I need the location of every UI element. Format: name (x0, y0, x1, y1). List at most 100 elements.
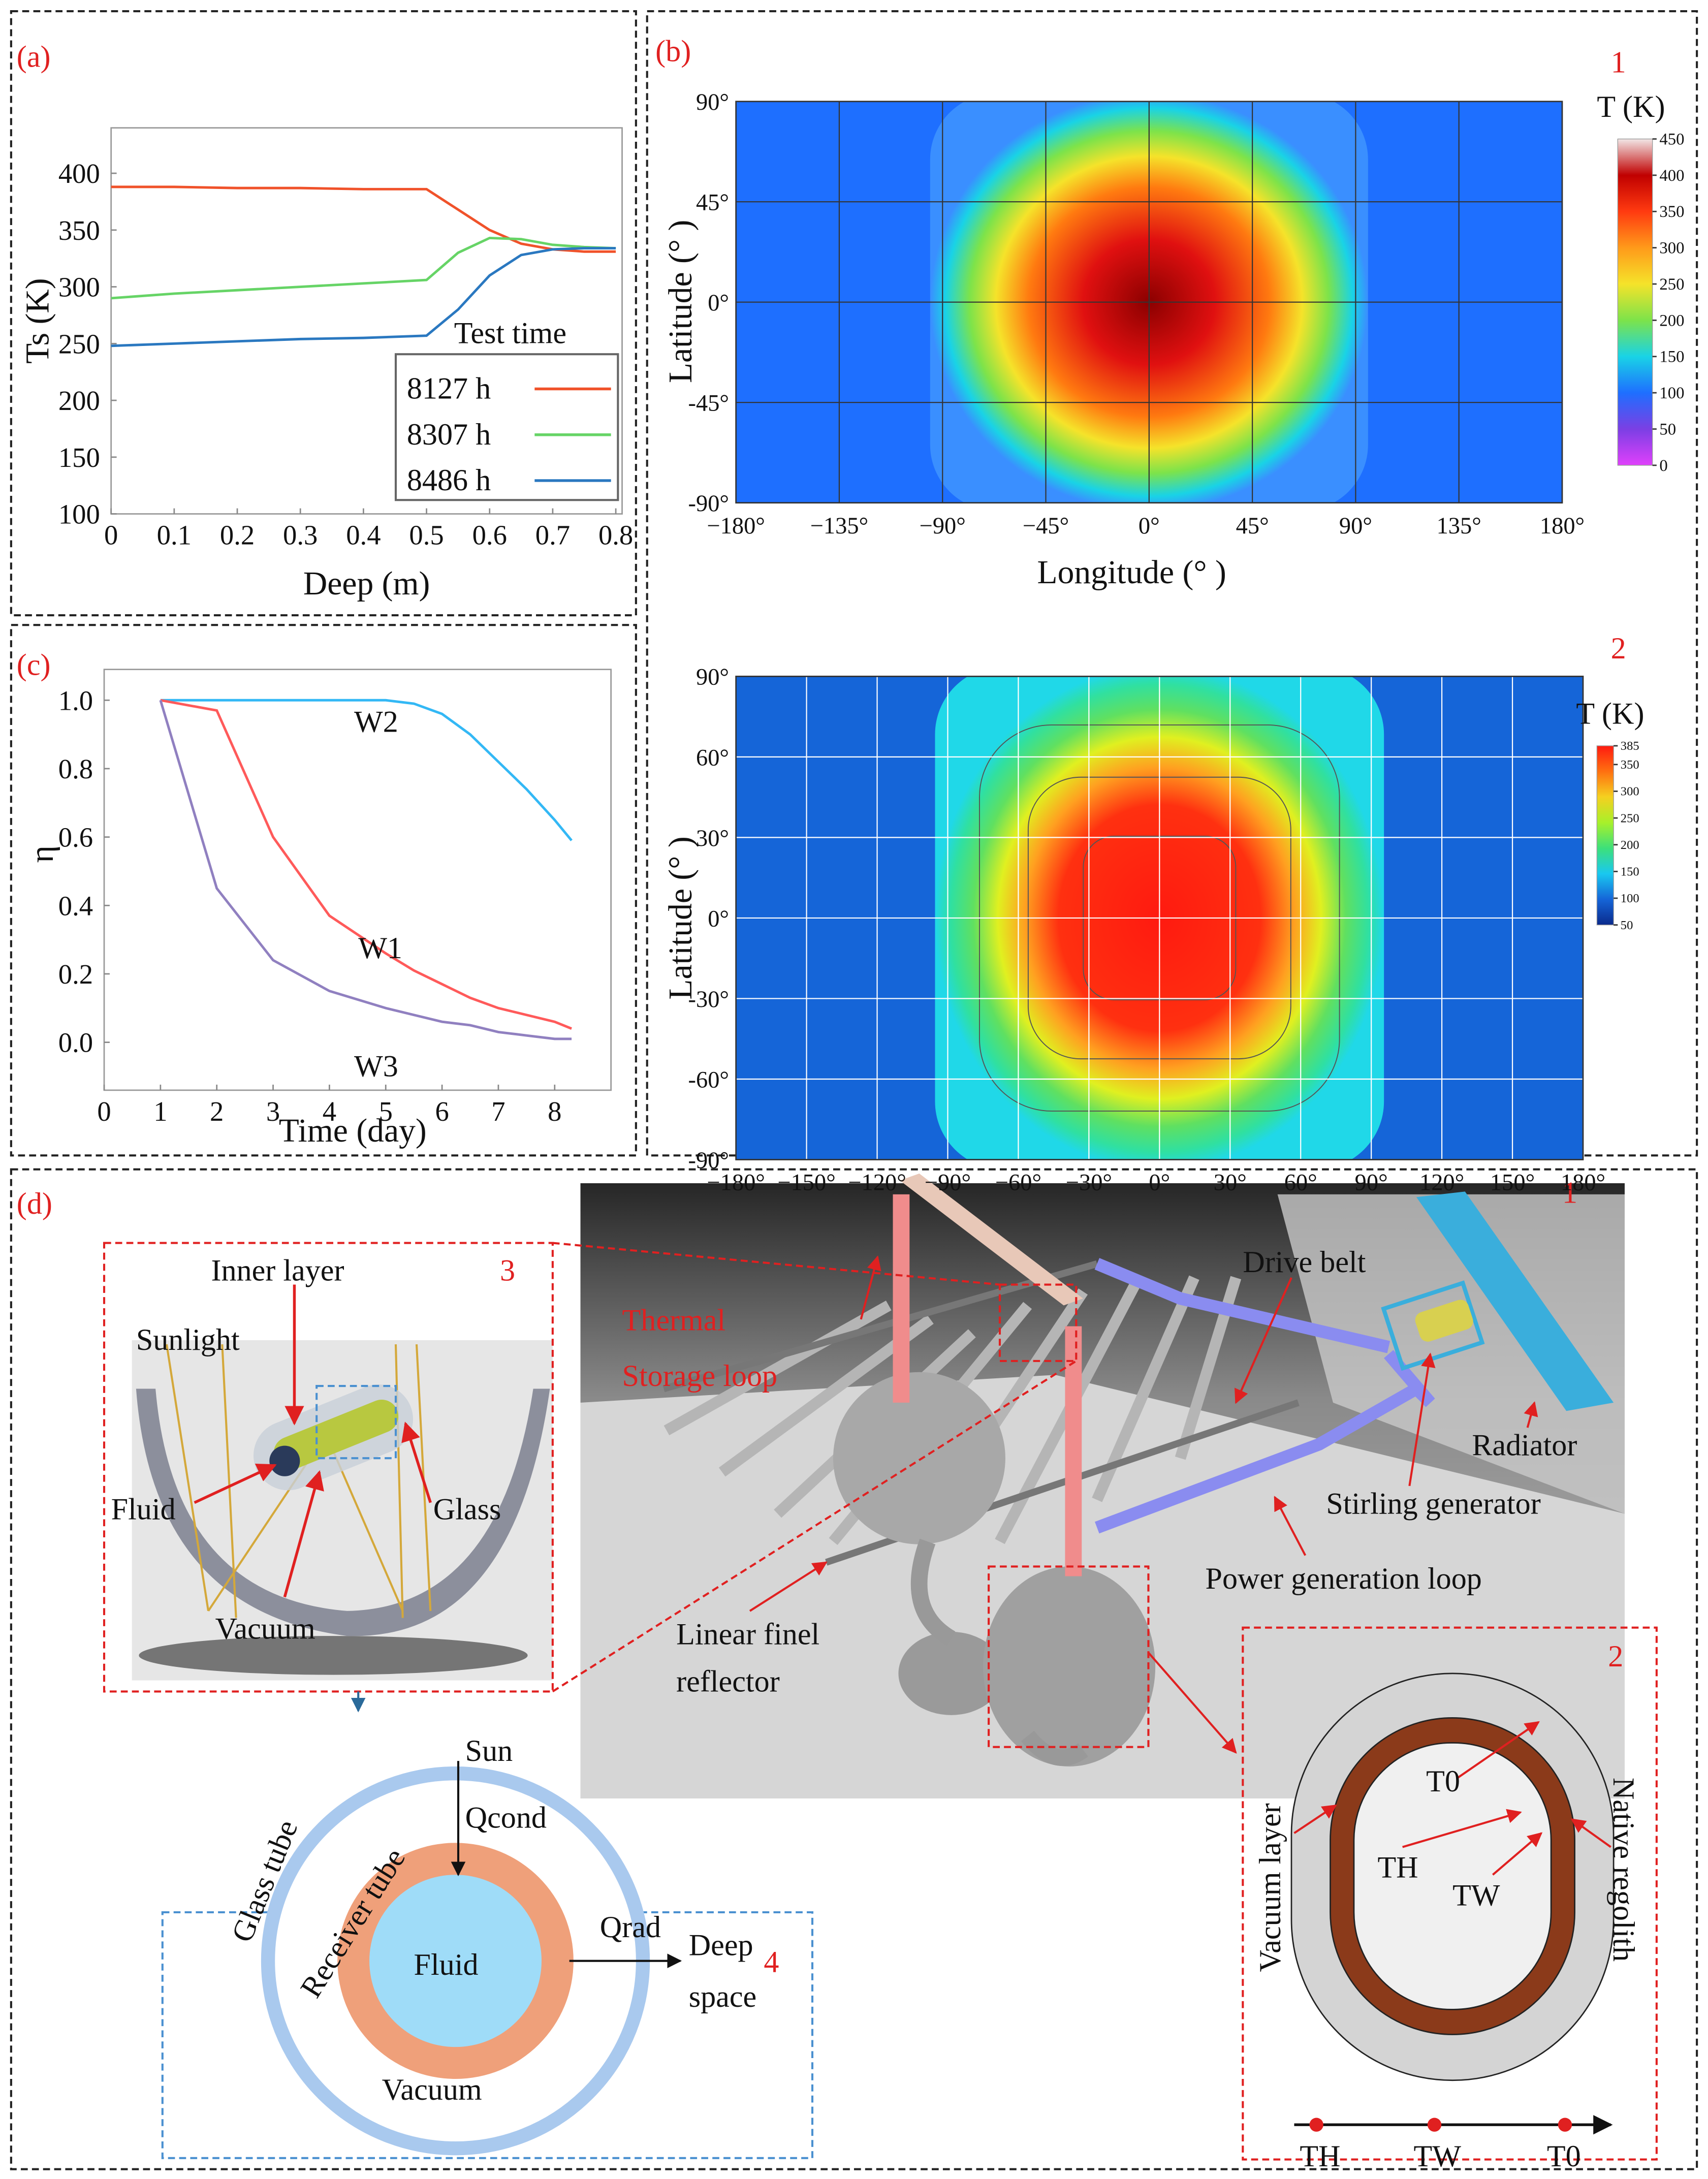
x-tick-label: 1 (153, 1096, 167, 1127)
colorbar-tick-label: 200 (1659, 311, 1684, 330)
x-tick-label: 0° (1149, 1170, 1170, 1196)
colorbar-tick-label: 150 (1659, 348, 1684, 366)
callouts (552, 1242, 1150, 1748)
storage-label: TH (1300, 2139, 1340, 2173)
nodes (1309, 2118, 1572, 2132)
colorbar-tick-label: 150 (1621, 865, 1639, 879)
y-tick-label: 1.0 (58, 685, 93, 716)
storage-label: T0 (1547, 2139, 1581, 2173)
pipe (1065, 1326, 1082, 1576)
plot-frame (735, 101, 1563, 504)
diagram: (d) 1 Thermal Storage loop (17, 1173, 1658, 2173)
ray (165, 1344, 210, 1612)
legend-label: 8486 h (407, 463, 491, 497)
x-tick-label: −30° (1066, 1170, 1112, 1196)
panel-frame (10, 10, 637, 617)
y-tick-label: -60° (688, 1067, 730, 1093)
inset-number: 1 (1562, 1176, 1577, 1210)
panel-label: (a) (17, 40, 51, 74)
collector-label: Inner layer (211, 1253, 344, 1287)
storage-label: Vacuum layer (1253, 1803, 1287, 1972)
x-tick-label: 0.4 (346, 520, 381, 551)
section-label: Vacuum (382, 2073, 482, 2107)
chart: 2Longitude (° )Latitude (° )−180°−150°−1… (662, 631, 1644, 1196)
panel-frame (10, 624, 637, 1157)
colorbar-tick-label: 100 (1659, 384, 1684, 402)
scene-label: Linear finel (676, 1617, 819, 1651)
sub-label: 1 (1611, 45, 1626, 79)
x-tick-label: −90° (925, 1170, 971, 1196)
x-tick-label: 0 (97, 1096, 111, 1127)
line-series (160, 699, 572, 1030)
x-tick-label: −60° (995, 1170, 1041, 1196)
callout-box (315, 1385, 397, 1460)
y-tick-label: -90° (688, 491, 730, 517)
node (1309, 2118, 1323, 2132)
x-tick-label: −120° (848, 1170, 906, 1196)
x-tick-label: 45° (1236, 513, 1269, 539)
colorbar-title: T (K) (1597, 90, 1665, 124)
y-tick-label: 0° (708, 290, 729, 316)
x-tick-label: 4 (323, 1096, 336, 1127)
y-tick-label: 150 (58, 442, 100, 473)
arrow (749, 1561, 828, 1612)
y-tick-label: 0° (708, 906, 729, 932)
colorbar (1596, 745, 1614, 926)
x-tick-label: 90° (1355, 1170, 1388, 1196)
colorbar-tick-label: 385 (1621, 739, 1639, 753)
chart: (c) Time (day) η 0 1 2 3 4 5 6 7 8 0.0 0.2 0.4 0.6 0.8 1.… (17, 648, 612, 1149)
arrow (401, 1422, 432, 1503)
scene-label: Thermal (622, 1304, 726, 1338)
trough (136, 1388, 550, 1636)
legend-label: 8127 h (407, 372, 491, 406)
arrow (1570, 1818, 1611, 1848)
line-series (111, 247, 616, 348)
inset-frame (103, 1242, 554, 1693)
colorbar-tick-label: 50 (1621, 919, 1633, 932)
plot-frame (735, 675, 1584, 1160)
y-axis-title: Latitude (° ) (662, 220, 699, 383)
colorbar-tick-label: 250 (1659, 275, 1684, 294)
x-tick-label: 135° (1437, 513, 1481, 539)
pipe (910, 1538, 1088, 1766)
y-tick-label: 350 (58, 215, 100, 246)
arrow (1402, 1809, 1522, 1848)
y-tick-label: 45° (696, 190, 729, 216)
x-tick-label: 0.2 (220, 520, 255, 551)
stirling-generator (1415, 1300, 1473, 1342)
y-tick-label: 250 (58, 328, 100, 359)
thermal-loop (893, 1173, 1083, 1576)
callout-box (998, 1283, 1078, 1362)
x-tick-label: 3 (266, 1096, 280, 1127)
x-tick-label: 0.1 (157, 520, 192, 551)
y-axis-title: η (24, 845, 60, 863)
arrow (1524, 1401, 1538, 1428)
colorbar (1617, 138, 1653, 466)
y-tick-label: 90° (696, 89, 729, 115)
colorbar-tick-label: 350 (1621, 758, 1639, 772)
colorbar-tick-label: 300 (1659, 239, 1684, 258)
arrow (860, 1255, 881, 1320)
y-tick-label: -90° (688, 1148, 730, 1174)
collector-label: Vacuum (215, 1612, 315, 1646)
storage-label: TW (1452, 1878, 1500, 1912)
collector-label: Glass (433, 1492, 501, 1526)
storage-label: TW (1414, 2139, 1462, 2173)
arrow (1235, 1277, 1292, 1404)
x-axis-title: Longitude (° ) (1037, 554, 1226, 591)
x-tick-label: 0.7 (535, 520, 570, 551)
x-tick-label: −45° (1023, 513, 1069, 539)
collector-label: Sunlight (136, 1323, 240, 1357)
ray (332, 1450, 404, 1612)
x-tick-label: −90° (920, 513, 966, 539)
inner-tube (273, 1399, 399, 1470)
x-tick-label: 0.5 (409, 520, 444, 551)
section-label: Qrad (600, 1910, 661, 1944)
y-tick-label: 90° (696, 665, 729, 690)
storage-label: T0 (1426, 1764, 1460, 1798)
radiator (1416, 1191, 1614, 1411)
section-label: Qcond (465, 1801, 547, 1835)
section-label: space (689, 1980, 757, 2014)
arrow (1147, 1652, 1237, 1754)
arrow (1293, 1804, 1337, 1834)
